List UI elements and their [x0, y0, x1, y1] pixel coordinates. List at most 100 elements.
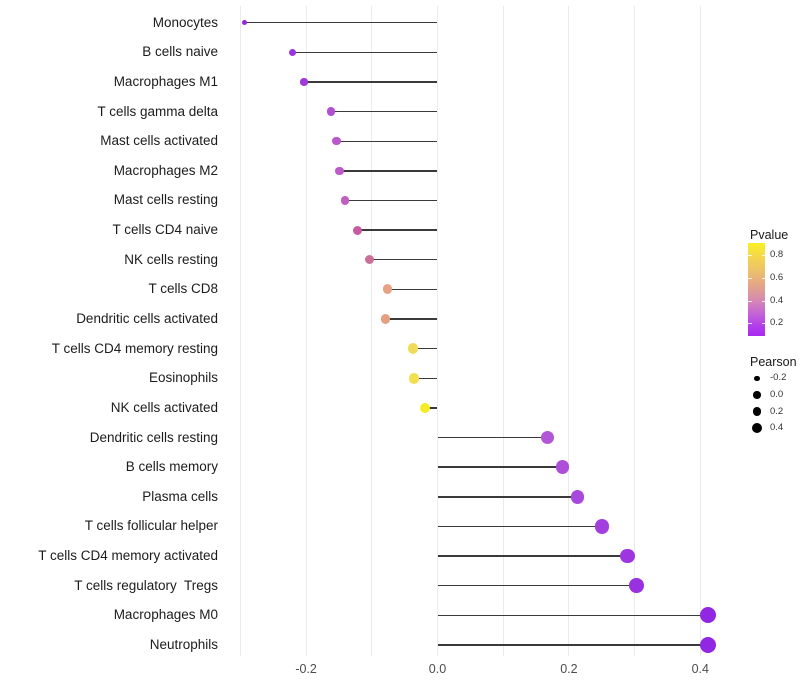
pvalue-colorbar — [748, 243, 765, 336]
colorbar-tick-mark — [761, 254, 765, 256]
gridline — [502, 6, 504, 656]
x-tick-label: -0.2 — [295, 662, 317, 676]
category-label: Macrophages M2 — [113, 162, 218, 178]
category-label: Macrophages M1 — [113, 73, 218, 89]
category-label: Dendritic cells resting — [89, 429, 218, 445]
category-label: T cells CD4 memory resting — [51, 340, 218, 356]
pearson-legend-dot — [751, 422, 763, 433]
lollipop-stem — [369, 259, 438, 261]
lollipop-dot — [335, 166, 344, 176]
lollipop-stem — [437, 466, 563, 468]
pearson-legend-dot — [752, 407, 762, 417]
lollipop-stem — [437, 496, 578, 498]
lollipop-stem — [336, 140, 438, 142]
lollipop-dot — [352, 225, 362, 235]
pearson-tick-label: -0.2 — [770, 372, 787, 384]
category-label: T cells CD8 — [148, 281, 218, 297]
lollipop-dot — [300, 78, 308, 86]
lollipop-stem — [244, 22, 438, 24]
lollipop-dot — [620, 548, 635, 564]
lollipop-dot — [700, 636, 717, 653]
pearson-legend-title: Pearson — [750, 355, 797, 369]
pearson-legend-dot — [753, 391, 761, 399]
category-label: Macrophages M0 — [113, 607, 218, 623]
lollipop-dot — [629, 578, 644, 594]
x-tick-label: 0.0 — [428, 662, 447, 676]
category-label: T cells gamma delta — [97, 103, 218, 119]
lollipop-dot — [242, 20, 248, 26]
category-label: Dendritic cells activated — [76, 311, 218, 327]
pearson-tick-label: 0.2 — [770, 405, 784, 417]
category-label: NK cells resting — [124, 251, 218, 267]
lollipop-stem — [292, 51, 438, 54]
lollipop-stem — [387, 288, 438, 291]
pearson-tick-label: 0.4 — [770, 421, 784, 433]
lollipop-stem — [413, 377, 438, 379]
category-label: Mast cells activated — [100, 133, 218, 149]
lollipop-dot — [380, 314, 391, 324]
lollipop-stem — [304, 81, 438, 83]
lollipop-stem — [425, 407, 438, 409]
lollipop-dot — [408, 373, 420, 384]
category-label: T cells CD4 memory activated — [38, 548, 218, 564]
lollipop-stem — [437, 555, 628, 557]
colorbar-tick-mark — [748, 254, 752, 256]
lollipop-dot — [407, 343, 419, 354]
gridline — [699, 6, 701, 656]
colorbar-tick-mark — [761, 322, 765, 324]
gridline — [634, 6, 636, 656]
lollipop-stem — [437, 614, 709, 617]
lollipop-stem — [339, 170, 438, 172]
lollipop-stem — [437, 525, 602, 528]
lollipop-stem — [413, 347, 438, 350]
colorbar-tick-mark — [748, 277, 752, 279]
lollipop-stem — [357, 229, 438, 231]
lollipop-stem — [385, 318, 438, 320]
category-label: Neutrophils — [149, 636, 218, 652]
lollipop-stem — [437, 644, 709, 646]
category-label: T cells regulatory Tregs — [74, 577, 218, 593]
x-tick-label: 0.2 — [560, 662, 578, 676]
pearson-tick-label: 0.0 — [770, 389, 784, 400]
category-label: B cells memory — [125, 459, 218, 475]
category-label: Monocytes — [152, 14, 218, 30]
pvalue-tick-label: 0.6 — [770, 271, 784, 283]
category-label: Plasma cells — [142, 488, 218, 504]
lollipop-dot — [340, 196, 350, 205]
lollipop-dot — [365, 255, 375, 265]
lollipop-dot — [332, 137, 341, 146]
lollipop-stem — [344, 199, 438, 202]
lollipop-dot — [382, 284, 393, 295]
lollipop-dot — [570, 489, 585, 504]
category-label: Eosinophils — [148, 370, 218, 386]
category-label: T cells follicular helper — [84, 518, 218, 534]
lollipop-stem — [331, 110, 438, 113]
lollipop-dot — [419, 402, 431, 414]
gridline — [239, 6, 241, 656]
colorbar-tick-mark — [748, 322, 752, 324]
category-label: Mast cells resting — [113, 192, 218, 208]
x-tick-label: 0.4 — [691, 662, 709, 676]
pvalue-tick-label: 0.4 — [770, 294, 784, 306]
pearson-legend-dot — [754, 375, 760, 381]
category-label: NK cells activated — [110, 399, 218, 415]
lollipop-dot — [555, 460, 570, 474]
gridline — [305, 6, 307, 656]
colorbar-tick-mark — [761, 277, 765, 279]
pvalue-legend-title: Pvalue — [750, 228, 789, 242]
colorbar-tick-mark — [748, 300, 752, 302]
pvalue-tick-label: 0.2 — [770, 316, 784, 328]
lollipop-dot — [326, 107, 336, 116]
gridline — [568, 6, 570, 656]
colorbar-tick-mark — [761, 300, 765, 302]
lollipop-dot — [540, 430, 554, 445]
pvalue-tick-label: 0.8 — [770, 248, 784, 260]
lollipop-dot — [288, 48, 296, 56]
category-label: B cells naive — [142, 44, 218, 60]
gridline — [437, 6, 438, 656]
category-label: T cells CD4 naive — [112, 222, 218, 238]
lollipop-stem — [437, 585, 637, 587]
lollipop-dot — [700, 607, 717, 624]
gridline — [371, 6, 373, 656]
